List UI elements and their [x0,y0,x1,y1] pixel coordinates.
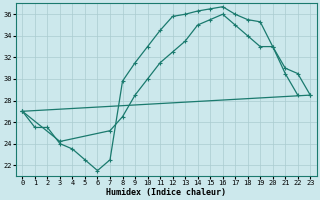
X-axis label: Humidex (Indice chaleur): Humidex (Indice chaleur) [106,188,226,197]
